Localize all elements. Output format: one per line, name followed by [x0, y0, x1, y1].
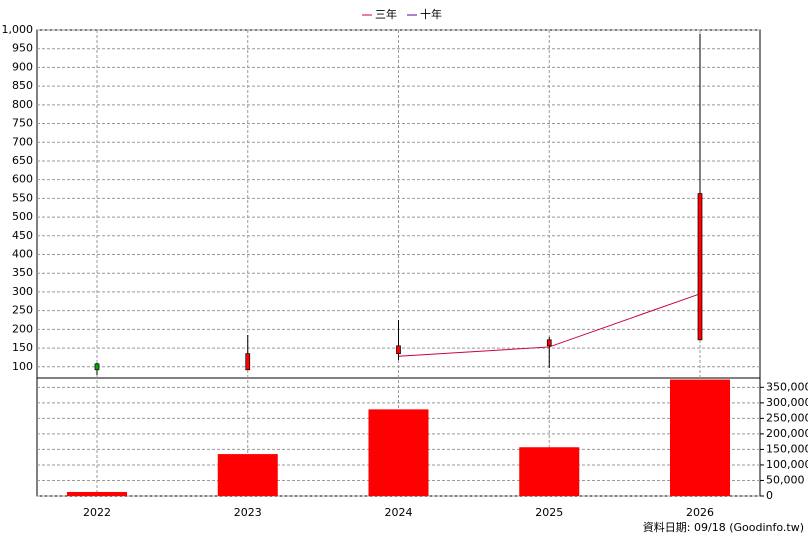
legend-label: 三年 — [375, 7, 397, 21]
y-tick-label: 600 — [12, 173, 33, 186]
y-tick-label: 500 — [12, 210, 33, 223]
y-tick-label: 900 — [12, 60, 33, 73]
candle-body — [546, 339, 552, 347]
candle-body — [396, 345, 401, 355]
y2-tick-label: 250,000 — [766, 411, 808, 424]
y-tick-label: 550 — [12, 191, 33, 204]
y-tick-label: 700 — [12, 135, 33, 148]
y-tick-label: 850 — [12, 79, 33, 92]
x-tick-label: 2023 — [234, 506, 262, 519]
footer-note: 資料日期: 09/18 (Goodinfo.tw) — [643, 520, 804, 534]
y-tick-label: 250 — [12, 304, 33, 317]
candle-body — [245, 353, 251, 371]
volume-bar — [670, 379, 730, 496]
y-tick-label: 650 — [12, 154, 33, 167]
y-tick-label: 400 — [12, 248, 33, 261]
y-tick-label: 350 — [12, 266, 33, 279]
volume-bar — [67, 491, 127, 496]
y-tick-label: 150 — [12, 341, 33, 354]
x-tick-label: 2024 — [385, 506, 413, 519]
y-tick-label: 450 — [12, 229, 33, 242]
volume-bar — [519, 447, 580, 496]
x-tick-label: 2026 — [686, 506, 714, 519]
y2-tick-label: 350,000 — [766, 380, 808, 393]
y-tick-label: 100 — [12, 360, 33, 373]
candle-body — [94, 363, 100, 371]
y-tick-label: 750 — [12, 117, 33, 130]
x-tick-label: 2022 — [83, 506, 111, 519]
y2-tick-label: 200,000 — [766, 427, 808, 440]
y-tick-label: 1,000 — [2, 23, 34, 36]
y2-tick-label: 300,000 — [766, 396, 808, 409]
y2-tick-label: 50,000 — [766, 473, 805, 486]
y2-tick-label: 150,000 — [766, 442, 808, 455]
candle-body — [697, 193, 703, 341]
x-tick-label: 2025 — [535, 506, 563, 519]
y-tick-label: 950 — [12, 42, 33, 55]
legend-label: 十年 — [420, 7, 442, 21]
y-tick-label: 300 — [12, 285, 33, 298]
y-tick-label: 200 — [12, 322, 33, 335]
y-tick-label: 800 — [12, 98, 33, 111]
volume-bar — [217, 454, 278, 496]
y2-tick-label: 100,000 — [766, 458, 808, 471]
volume-bar — [368, 409, 429, 496]
y2-tick-label: 0 — [766, 489, 773, 502]
